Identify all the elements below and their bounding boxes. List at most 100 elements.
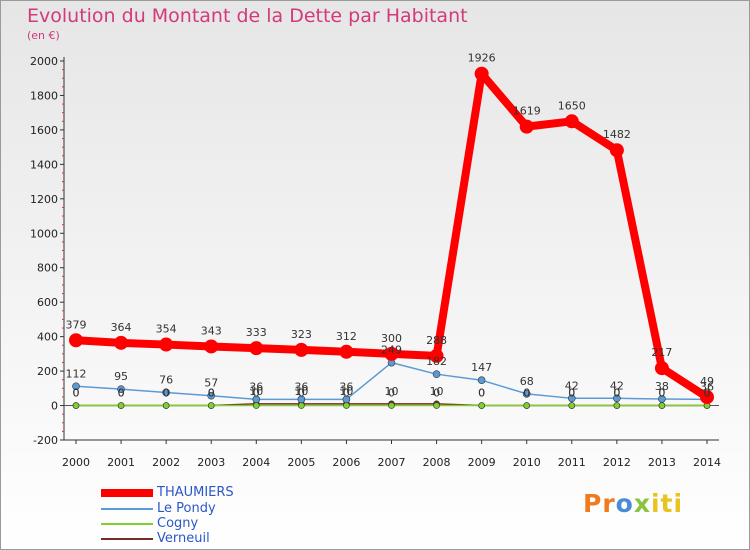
y-tick-label: 800 [37, 262, 58, 275]
data-label-verneuil: 0 [73, 387, 80, 400]
data-point-thaumiers [204, 339, 219, 354]
data-point-le-pondy [207, 391, 216, 400]
data-label-verneuil: 0 [478, 387, 485, 400]
legend-label-verneuil: Verneuil [157, 531, 210, 546]
data-point-cogny [658, 402, 666, 409]
data-label-thaumiers: 354 [156, 323, 177, 336]
data-label-thaumiers: 288 [426, 334, 447, 347]
x-tick-label: 2002 [152, 456, 180, 469]
y-tick-label: 1200 [30, 193, 58, 206]
data-point-cogny [613, 402, 621, 409]
data-label-cogny: 0 [343, 387, 350, 400]
data-point-cogny [117, 402, 125, 409]
data-label-le-pondy: 95 [114, 370, 128, 383]
data-label-thaumiers: 312 [336, 330, 357, 343]
x-tick-label: 2000 [62, 456, 90, 469]
legend-swatch-thaumiers [101, 489, 153, 497]
data-point-thaumiers [294, 342, 309, 357]
data-label-cogny: 0 [388, 387, 395, 400]
data-label-cogny: 0 [298, 387, 305, 400]
x-tick-label: 2003 [197, 456, 225, 469]
y-tick-label: 1600 [30, 124, 58, 137]
data-label-le-pondy: 42 [610, 379, 624, 392]
data-point-le-pondy [162, 388, 170, 397]
legend-label-thaumiers: THAUMIERS [157, 485, 234, 500]
y-tick-label: 200 [37, 365, 58, 378]
y-tick-label: 0 [51, 400, 58, 413]
data-point-le-pondy [522, 390, 531, 398]
data-label-le-pondy: 36 [339, 380, 353, 393]
data-label-thaumiers: 379 [66, 318, 87, 331]
data-label-cogny: 0 [658, 387, 665, 400]
legend-swatch-cogny [101, 523, 153, 525]
legend-item-thaumiers: THAUMIERS [101, 485, 301, 501]
data-point-thaumiers [609, 143, 624, 158]
data-point-thaumiers [384, 346, 399, 361]
data-label-verneuil: 0 [658, 387, 665, 400]
data-point-le-pondy [342, 395, 351, 404]
x-tick-label: 2014 [693, 456, 721, 469]
x-tick-label: 2011 [558, 456, 586, 469]
data-label-le-pondy: 249 [381, 344, 402, 357]
data-label-le-pondy: 76 [159, 373, 173, 386]
data-label-verneuil: 10 [430, 385, 444, 398]
data-label-thaumiers: 1482 [603, 128, 631, 141]
data-label-thaumiers: 217 [651, 346, 672, 359]
data-point-cogny [523, 402, 531, 409]
x-tick-label: 2001 [107, 456, 135, 469]
data-label-thaumiers: 300 [381, 332, 402, 345]
x-tick-label: 2009 [468, 456, 496, 469]
data-point-cogny [252, 402, 260, 409]
data-label-thaumiers: 1650 [558, 99, 586, 112]
x-tick-label: 2007 [378, 456, 406, 469]
data-point-thaumiers [114, 335, 129, 350]
y-tick-label: -200 [33, 434, 58, 447]
y-tick-label: 1000 [30, 227, 58, 240]
data-point-thaumiers [429, 348, 444, 363]
chart-title: Evolution du Montant de la Dette par Hab… [27, 5, 468, 27]
data-point-le-pondy [297, 395, 306, 404]
data-label-thaumiers: 1619 [513, 105, 541, 118]
data-label-thaumiers: 1926 [468, 52, 496, 65]
data-point-thaumiers [519, 119, 534, 134]
legend-swatch-verneuil [101, 538, 153, 540]
data-label-le-pondy: 36 [249, 380, 263, 393]
data-label-le-pondy: 112 [66, 367, 87, 380]
data-label-verneuil: 0 [118, 387, 125, 400]
data-label-thaumiers: 343 [201, 324, 222, 337]
data-label-cogny: 0 [253, 387, 260, 400]
data-label-le-pondy: 57 [204, 377, 218, 390]
chart-subtitle: (en €) [27, 29, 60, 42]
data-point-cogny [207, 402, 215, 409]
data-point-cogny [433, 402, 440, 409]
y-tick-label: 2000 [30, 55, 58, 68]
data-label-cogny: 0 [433, 387, 440, 400]
data-point-cogny [343, 402, 350, 409]
data-label-cogny: 0 [478, 387, 485, 400]
legend-item-verneuil: Verneuil [101, 531, 301, 547]
legend-label-cogny: Cogny [157, 516, 199, 531]
x-tick-label: 2013 [648, 456, 676, 469]
data-label-le-pondy: 36 [700, 380, 714, 393]
y-tick-label: 1800 [30, 89, 58, 102]
data-point-thaumiers [700, 390, 714, 405]
data-label-cogny: 0 [208, 387, 215, 400]
data-point-le-pondy [658, 395, 666, 403]
data-label-cogny: 0 [613, 387, 620, 400]
data-label-cogny: 0 [704, 387, 711, 400]
data-label-le-pondy: 36 [294, 380, 308, 393]
data-label-verneuil: 10 [294, 385, 308, 398]
x-tick-label: 2008 [423, 456, 451, 469]
data-label-verneuil: 10 [339, 385, 353, 398]
data-label-le-pondy: 42 [565, 379, 579, 392]
legend-item-le-pondy: Le Pondy [101, 501, 301, 517]
x-tick-label: 2006 [332, 456, 360, 469]
data-label-verneuil: 0 [208, 387, 215, 400]
legend-swatch-le-pondy [101, 508, 153, 510]
data-label-verneuil: 10 [385, 385, 399, 398]
data-point-le-pondy [477, 376, 486, 385]
data-label-verneuil: 0 [163, 387, 170, 400]
data-point-thaumiers [159, 337, 174, 352]
y-tick-label: 1400 [30, 158, 58, 171]
